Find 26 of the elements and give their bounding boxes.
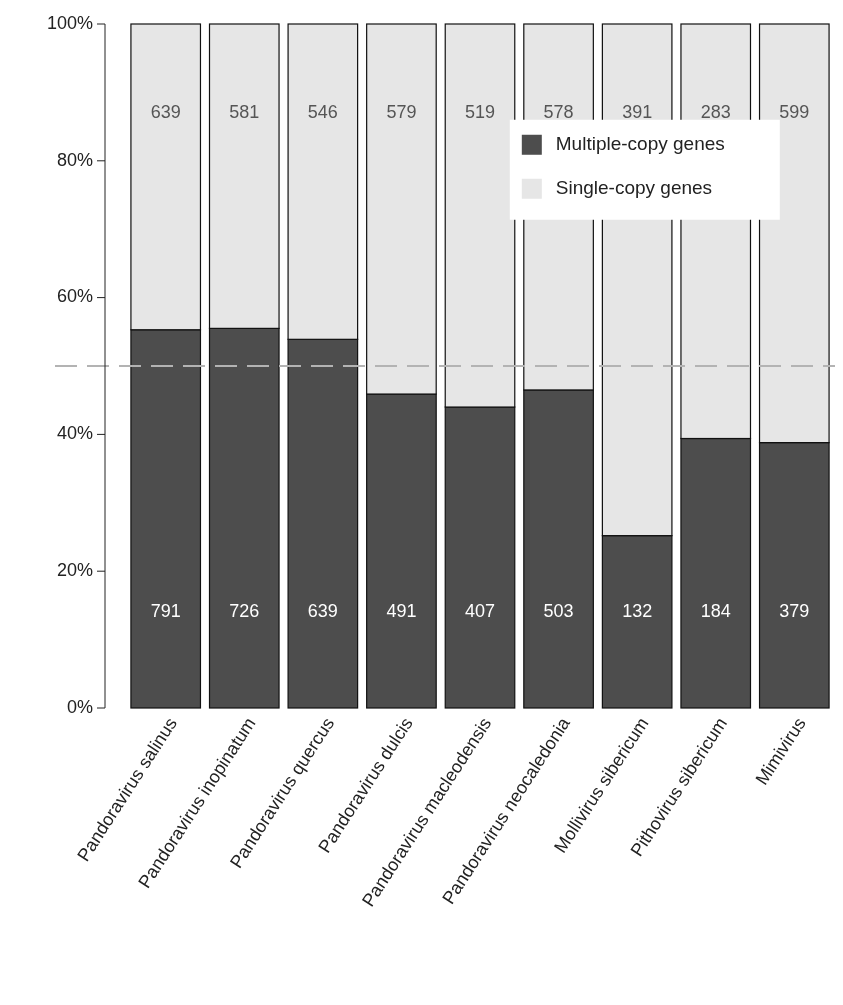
y-tick-label: 100% bbox=[46, 12, 93, 33]
annotation: 546 bbox=[307, 101, 338, 122]
annotation: 639 bbox=[307, 600, 338, 621]
annotation: 407 bbox=[464, 600, 496, 621]
y-tick-label: 20% bbox=[56, 559, 93, 580]
y-tick-label: 60% bbox=[56, 286, 93, 307]
annotation: 599 bbox=[779, 101, 810, 122]
series-label: Single-copy genes bbox=[555, 176, 713, 198]
annotation: 791 bbox=[150, 600, 181, 621]
annotation: 184 bbox=[700, 600, 731, 621]
annotation: 639 bbox=[150, 101, 181, 122]
annotation: 581 bbox=[229, 101, 260, 122]
annotation: 519 bbox=[464, 101, 496, 122]
legend-label: Multiple-copy genes bbox=[555, 132, 725, 154]
y-tick-label: 80% bbox=[56, 149, 93, 170]
annotation: 578 bbox=[543, 101, 574, 122]
annotation: 503 bbox=[543, 600, 574, 621]
annotation: 726 bbox=[229, 600, 260, 621]
annotation: 132 bbox=[622, 600, 653, 621]
y-tick-label: 40% bbox=[56, 423, 93, 444]
annotation: 491 bbox=[386, 600, 417, 621]
annotation: 283 bbox=[700, 101, 731, 122]
annotation: 391 bbox=[622, 101, 653, 122]
annotation: 579 bbox=[386, 101, 417, 122]
annotation: 379 bbox=[779, 600, 810, 621]
y-tick-label: 0% bbox=[66, 696, 93, 717]
